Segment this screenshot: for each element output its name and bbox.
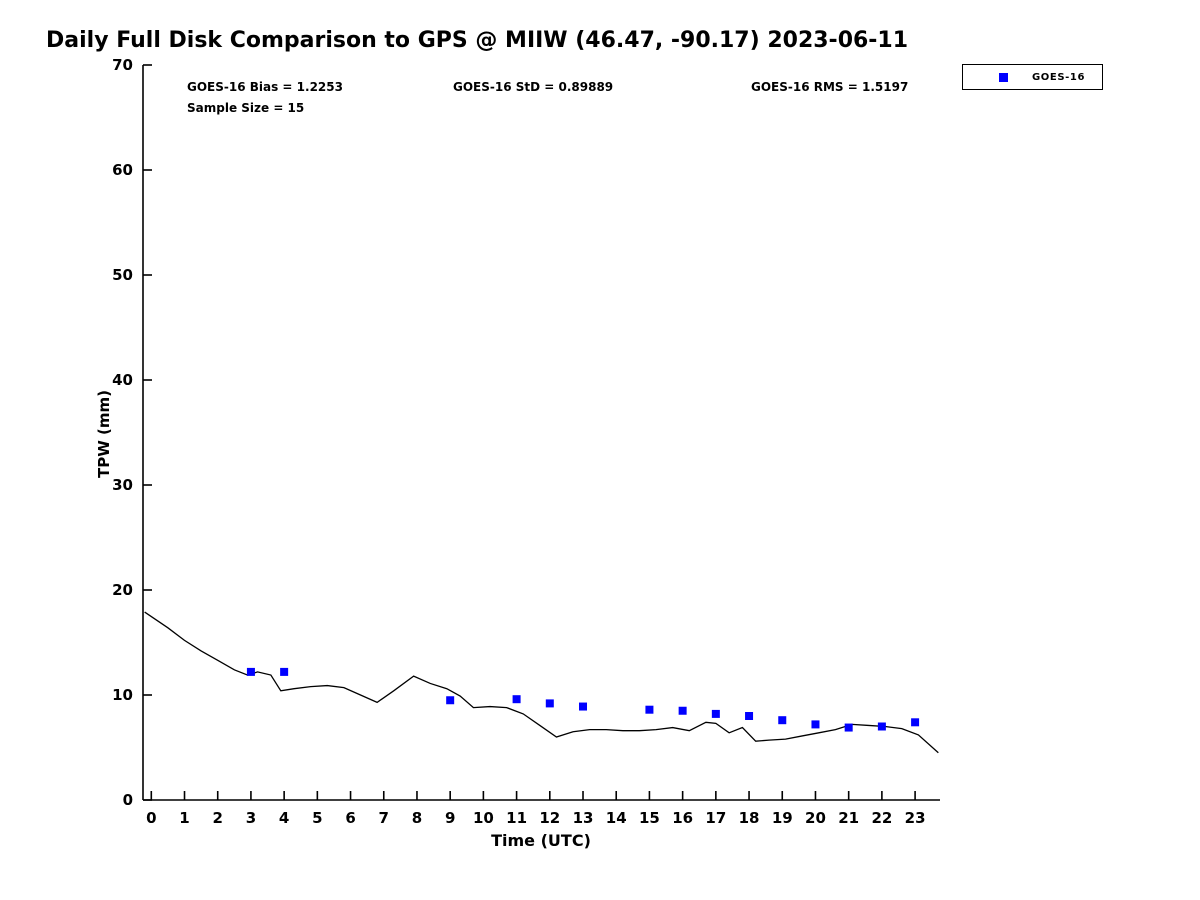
svg-text:20: 20 [805,809,826,827]
svg-text:30: 30 [112,476,133,494]
svg-text:50: 50 [112,266,133,284]
chart-title: Daily Full Disk Comparison to GPS @ MIIW… [46,28,909,53]
svg-text:7: 7 [379,809,389,827]
svg-text:22: 22 [871,809,892,827]
svg-text:20: 20 [112,581,133,599]
svg-text:10: 10 [112,686,133,704]
svg-text:3: 3 [246,809,256,827]
svg-text:1: 1 [179,809,189,827]
annotation-bias: GOES-16 Bias = 1.2253 [187,80,343,94]
svg-text:9: 9 [445,809,455,827]
svg-text:0: 0 [123,791,133,809]
svg-text:6: 6 [345,809,355,827]
svg-text:15: 15 [639,809,660,827]
svg-text:0: 0 [146,809,156,827]
svg-text:11: 11 [506,809,527,827]
goes16-marker-series [246,667,920,732]
svg-text:60: 60 [112,161,133,179]
legend-entry-label: GOES-16 [1032,71,1086,83]
y-axis-ticks: 0 10 20 30 40 50 60 70 [112,56,152,809]
svg-text:21: 21 [838,809,859,827]
svg-text:8: 8 [412,809,422,827]
svg-text:14: 14 [606,809,627,827]
svg-text:10: 10 [473,809,494,827]
svg-text:18: 18 [739,809,760,827]
svg-text:12: 12 [539,809,560,827]
svg-text:70: 70 [112,56,133,74]
svg-text:23: 23 [905,809,926,827]
svg-text:13: 13 [573,809,594,827]
svg-text:4: 4 [279,809,289,827]
svg-text:16: 16 [672,809,693,827]
x-axis-ticks: 0 1 2 3 4 5 6 7 8 9 10 11 12 13 14 15 16 17 18 19 20 21 22 23 [146,791,926,827]
annotation-std: GOES-16 StD = 0.89889 [453,80,614,94]
svg-text:5: 5 [312,809,322,827]
svg-text:19: 19 [772,809,793,827]
svg-text:17: 17 [705,809,726,827]
annotation-rms: GOES-16 RMS = 1.5197 [751,80,909,94]
svg-text:2: 2 [213,809,223,827]
gps-line-series [144,611,939,754]
legend-marker-square-icon [999,72,1008,82]
annotation-sample-size: Sample Size = 15 [187,101,305,115]
x-axis-label: Time (UTC) [491,831,591,850]
svg-text:40: 40 [112,371,133,389]
axis-spines [142,65,940,801]
legend-box: GOES-16 [962,64,1103,90]
